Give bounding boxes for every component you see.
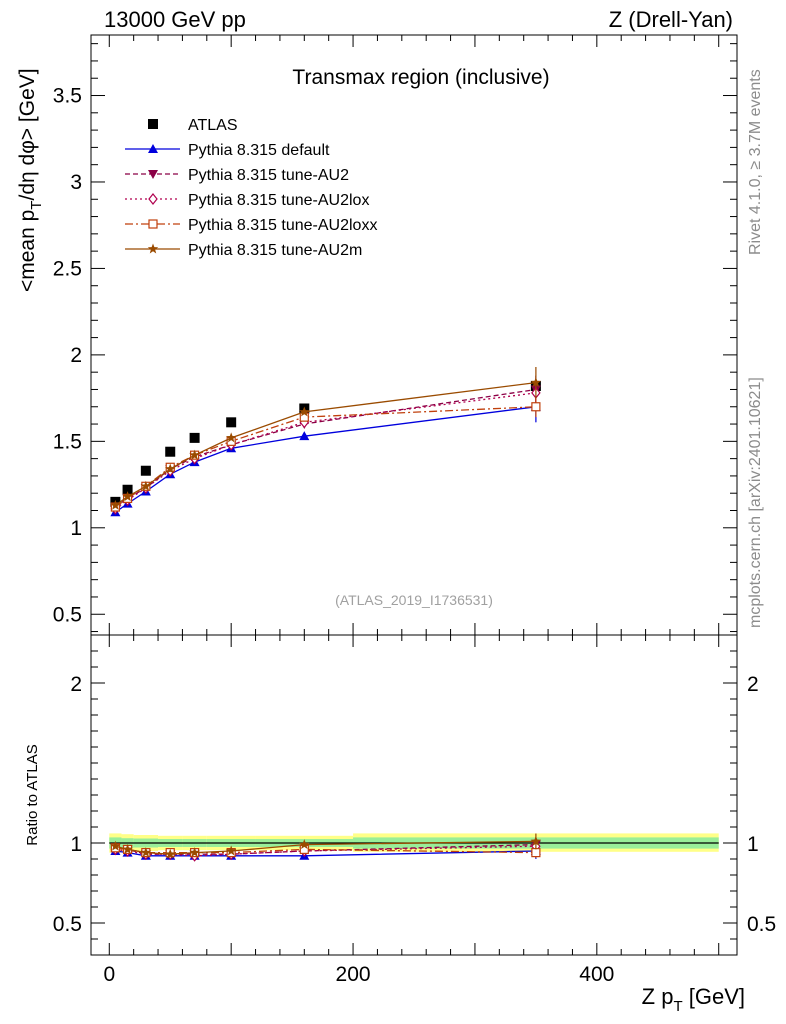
legend-label: ATLAS (188, 117, 238, 134)
series-line (115, 406, 536, 513)
ratio-data-point (165, 848, 176, 859)
legend: ATLAS Pythia 8.315 default Pythia 8.315 tu… (125, 117, 377, 259)
legend-marker (148, 119, 158, 129)
data-point (531, 402, 541, 412)
data-point (299, 431, 310, 441)
data-point (165, 463, 176, 474)
ratio-data-point (530, 835, 542, 846)
data-point (140, 480, 152, 491)
data-point (530, 377, 542, 387)
ratio-data-point (140, 847, 152, 858)
series-pythia-8-315-tune-au2loxx (110, 396, 541, 512)
data-point (189, 432, 200, 443)
legend-label: Pythia 8.315 tune-AU2lox (188, 192, 369, 209)
ratio-panel: 0.5 0.5 1 1 2 2 0 200 400 Ratio to ATLAS Z pT [G… (24, 634, 776, 1015)
ratio-series-pythia-8-315-tune-au2m (110, 833, 542, 859)
ratio-y-tick-label-right: 2 (747, 673, 759, 696)
series-line (115, 388, 536, 508)
series-pythia-8-315-tune-au2m (110, 366, 542, 510)
legend-label: Pythia 8.315 tune-AU2 (188, 167, 349, 184)
ratio-frame (90, 634, 738, 956)
energy-label: 13000 GeV pp (104, 7, 246, 32)
legend-label: Pythia 8.315 tune-AU2m (188, 242, 362, 259)
data-point (226, 417, 237, 428)
reference-label: (ATLAS_2019_I1736531) (335, 592, 493, 608)
legend-item-atlas: ATLAS (148, 117, 238, 134)
data-point (122, 491, 133, 502)
main-panel: Transmax region (inclusive) (ATLAS_2019_… (16, 34, 738, 636)
data-point (225, 432, 237, 443)
ratio-data-point (299, 839, 310, 850)
legend-item-pythia-8-315-default: Pythia 8.315 default (125, 142, 330, 159)
data-point (299, 406, 310, 417)
process-label: Z (Drell-Yan) (609, 7, 733, 32)
legend-item-pythia-8-315-tune-au2m: Pythia 8.315 tune-AU2m (125, 242, 362, 259)
ratio-y-tick-label: 2 (70, 673, 82, 696)
legend-marker (148, 219, 158, 229)
legend-label: Pythia 8.315 tune-AU2loxx (188, 217, 377, 234)
data-point (165, 446, 176, 457)
ratio-data-point (225, 845, 237, 856)
data-point (189, 449, 200, 460)
x-tick-label: 0 (103, 963, 115, 986)
ratio-y-axis-label: Ratio to ATLAS (24, 744, 41, 845)
main-y-tick-label: 3.5 (53, 85, 82, 108)
legend-marker (147, 243, 159, 254)
ratio-data-point (531, 847, 541, 858)
series-pythia-8-315-tune-au2lox (110, 382, 541, 515)
x-axis-label: Z pT [GeV] (642, 984, 745, 1015)
legend-label: Pythia 8.315 default (188, 142, 330, 159)
legend-marker (148, 193, 158, 205)
series-atlas (110, 380, 541, 507)
legend-item-pythia-8-315-tune-au2: Pythia 8.315 tune-AU2 (125, 167, 349, 184)
x-tick-label: 200 (336, 963, 371, 986)
plot-title: Transmax region (inclusive) (292, 66, 549, 89)
ratio-data-point (110, 840, 121, 851)
data-point (299, 412, 309, 422)
ratio-data-point (122, 843, 133, 854)
legend-item-pythia-8-315-tune-au2loxx: Pythia 8.315 tune-AU2loxx (125, 217, 377, 234)
main-y-tick-label: 2.5 (53, 257, 82, 280)
series-line (115, 406, 536, 508)
main-y-tick-label: 1 (70, 517, 82, 540)
ratio-y-tick-label-right: 1 (747, 833, 759, 856)
main-y-tick-label: 3 (70, 171, 82, 194)
main-y-tick-label: 2 (70, 344, 82, 367)
data-point (110, 499, 121, 510)
legend-marker (148, 144, 158, 153)
x-tick-label: 400 (579, 963, 614, 986)
ratio-data-point (189, 847, 200, 858)
ratio-y-tick-label: 1 (70, 833, 82, 856)
svg-text:<mean pT/dη dφ> [GeV]: <mean pT/dη dφ> [GeV] (16, 68, 45, 292)
ratio-series-line (115, 840, 536, 855)
main-y-tick-label: 1.5 (53, 430, 82, 453)
series-line (115, 392, 536, 510)
data-point (140, 465, 151, 476)
ratio-series-line (115, 847, 536, 854)
main-y-axis-label: <mean pT/dη dφ> [GeV] (16, 68, 45, 292)
svg-text:Z pT [GeV]: Z pT [GeV] (642, 984, 745, 1015)
series-line (115, 381, 536, 506)
data-point (122, 484, 133, 495)
legend-item-pythia-8-315-tune-au2lox: Pythia 8.315 tune-AU2lox (125, 192, 369, 209)
ratio-y-tick-label-right: 0.5 (747, 913, 776, 936)
ratio-series-line (115, 843, 536, 855)
rivet-label: Rivet 4.1.0, ≥ 3.7M events (747, 69, 764, 255)
legend-marker (148, 170, 158, 179)
main-y-tick-label: 0.5 (53, 603, 82, 626)
series-pythia-8-315-tune-au2 (110, 375, 541, 513)
ratio-y-tick-label: 0.5 (53, 913, 82, 936)
source-label: mcplots.cern.ch [arXiv:2401.10621] (747, 377, 764, 628)
